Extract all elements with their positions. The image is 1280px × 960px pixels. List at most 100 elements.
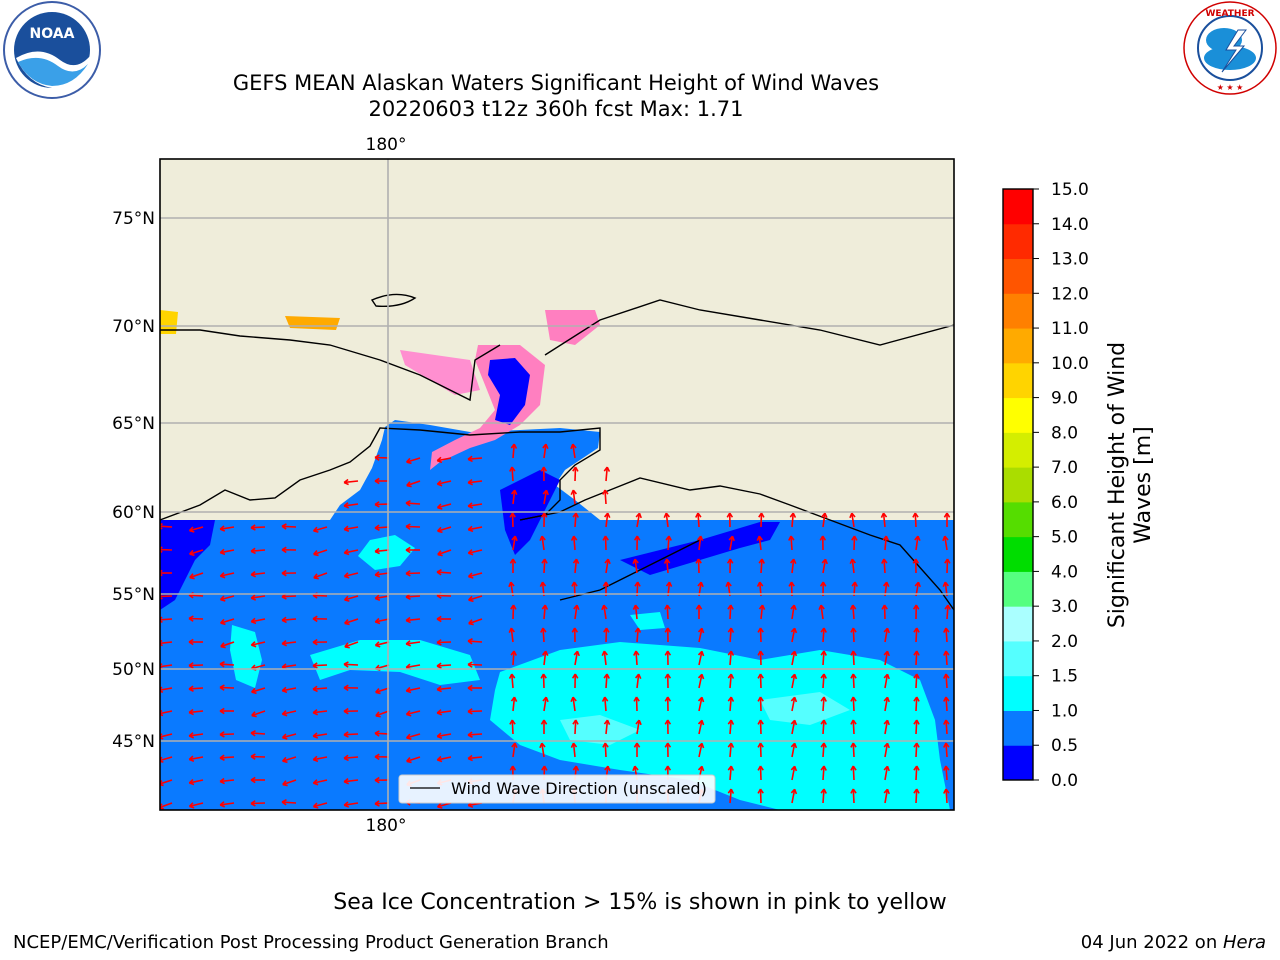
wave-direction-arrow xyxy=(188,687,204,690)
wave-direction-arrow xyxy=(511,719,514,735)
wave-direction-arrowhead xyxy=(343,801,350,808)
wave-direction-arrowhead xyxy=(189,573,195,580)
wave-direction-arrowhead xyxy=(633,742,641,748)
wave-direction-arrowhead xyxy=(510,650,517,656)
wave-direction-arrowhead xyxy=(437,550,443,557)
lat-label: 65°N xyxy=(112,414,155,434)
wave-direction-arrow xyxy=(220,641,235,648)
wave-direction-arrowhead xyxy=(602,742,609,748)
wave-direction-arrowhead xyxy=(665,581,673,587)
wave-direction-arrowhead xyxy=(374,454,380,461)
wave-direction-arrow xyxy=(884,697,889,712)
wave-direction-arrowhead xyxy=(573,650,580,657)
wave-direction-arrow xyxy=(945,742,948,758)
wave-direction-arrowhead xyxy=(602,489,609,495)
wave-direction-arrow xyxy=(468,595,483,601)
wave-direction-arrow xyxy=(945,627,948,643)
wave-direction-arrow xyxy=(791,743,796,758)
colorbar-tick-label: 1.5 xyxy=(1051,667,1078,687)
wave-direction-arrow xyxy=(189,526,204,532)
wave-direction-arrowhead xyxy=(756,535,764,541)
sea-ice-band xyxy=(488,358,530,425)
wave-direction-arrow xyxy=(543,558,546,574)
wave-direction-arrowhead xyxy=(663,558,671,564)
colorbar-segment xyxy=(1003,710,1033,746)
wave-direction-arrow xyxy=(436,687,452,691)
wave-direction-arrow xyxy=(281,595,297,598)
wave-direction-arrowhead xyxy=(913,673,920,679)
wave-direction-arrow xyxy=(282,756,297,762)
wave-direction-arrowhead xyxy=(851,535,858,541)
wave-direction-arrow xyxy=(374,732,390,735)
wave-direction-arrow xyxy=(572,535,576,551)
coastal-deep-blue xyxy=(620,522,780,575)
wave-direction-arrow xyxy=(822,765,825,781)
wave-direction-arrow xyxy=(344,549,359,554)
wave-direction-arrowhead xyxy=(790,788,798,795)
wave-direction-arrowhead xyxy=(281,686,288,694)
wave-direction-arrowhead xyxy=(697,627,705,634)
wave-direction-arrowhead xyxy=(913,788,920,794)
wave-direction-arrowhead xyxy=(757,788,764,794)
colorbar-tick-label: 13.0 xyxy=(1051,250,1089,270)
wave-direction-arrow xyxy=(915,696,918,712)
wave-direction-arrowhead xyxy=(540,719,548,725)
wave-direction-arrowhead xyxy=(790,673,798,680)
wave-direction-arrowhead xyxy=(436,709,443,716)
wave-direction-arrow xyxy=(282,641,297,645)
colorbar-tick-label: 15.0 xyxy=(1051,180,1089,200)
wave-direction-arrow xyxy=(542,627,545,643)
wave-direction-arrowhead xyxy=(790,627,798,634)
wave-direction-arrow xyxy=(852,742,855,758)
wave-direction-arrowhead xyxy=(913,696,920,702)
wave-direction-arrowhead xyxy=(312,638,318,646)
wave-direction-arrowhead xyxy=(312,755,319,763)
noaa-logo: NOAA xyxy=(3,1,101,99)
wave-direction-arrow xyxy=(760,558,763,574)
wave-direction-arrowhead xyxy=(467,661,473,668)
wave-direction-arrow xyxy=(915,719,918,735)
wave-direction-arrow xyxy=(282,779,297,786)
wave-direction-arrow xyxy=(852,673,855,689)
wave-direction-arrowhead xyxy=(633,650,640,656)
wave-direction-arrow xyxy=(467,640,483,643)
wave-direction-arrowhead xyxy=(601,604,608,611)
wave-direction-arrowhead xyxy=(188,708,194,716)
wave-direction-arrowhead xyxy=(313,573,319,580)
wave-direction-arrowhead xyxy=(188,755,195,762)
wave-direction-arrowhead xyxy=(789,558,797,564)
wave-direction-arrowhead xyxy=(436,662,442,669)
wave-direction-arrowhead xyxy=(312,615,318,623)
wave-direction-arrow xyxy=(281,801,297,804)
wave-direction-arrow xyxy=(251,595,266,599)
wave-direction-arrow xyxy=(791,651,796,666)
wave-direction-arrow xyxy=(572,490,576,505)
wave-direction-arrow xyxy=(758,536,762,551)
wave-direction-arrowhead xyxy=(343,572,350,579)
wave-direction-arrow xyxy=(915,788,918,804)
wave-direction-arrowhead xyxy=(882,581,890,587)
wave-direction-arrowhead xyxy=(374,594,381,601)
wave-direction-arrowhead xyxy=(697,650,705,657)
wave-direction-arrowhead xyxy=(790,650,798,657)
wave-direction-arrowhead xyxy=(572,558,580,564)
wave-direction-arrowhead xyxy=(374,477,380,485)
wave-direction-arrow xyxy=(791,674,796,689)
wave-direction-arrowhead xyxy=(251,711,257,718)
wave-direction-arrowhead xyxy=(343,595,350,602)
colorbar-segment xyxy=(1003,536,1033,572)
colorbar xyxy=(1002,188,1034,781)
wave-direction-arrow xyxy=(160,779,173,785)
wave-direction-arrow xyxy=(512,443,516,459)
wave-direction-arrowhead xyxy=(790,604,797,611)
wave-direction-arrowhead xyxy=(882,535,890,541)
wave-direction-arrow xyxy=(822,696,825,712)
wave-direction-arrow xyxy=(541,743,545,758)
wave-direction-arrow xyxy=(375,572,390,576)
wave-direction-arrow xyxy=(437,526,452,532)
wave-direction-arrowhead xyxy=(219,572,226,579)
wave-direction-arrow xyxy=(915,650,918,666)
wave-direction-arrow xyxy=(189,802,204,808)
wave-direction-arrow xyxy=(220,549,235,554)
wave-direction-arrow xyxy=(820,605,824,620)
